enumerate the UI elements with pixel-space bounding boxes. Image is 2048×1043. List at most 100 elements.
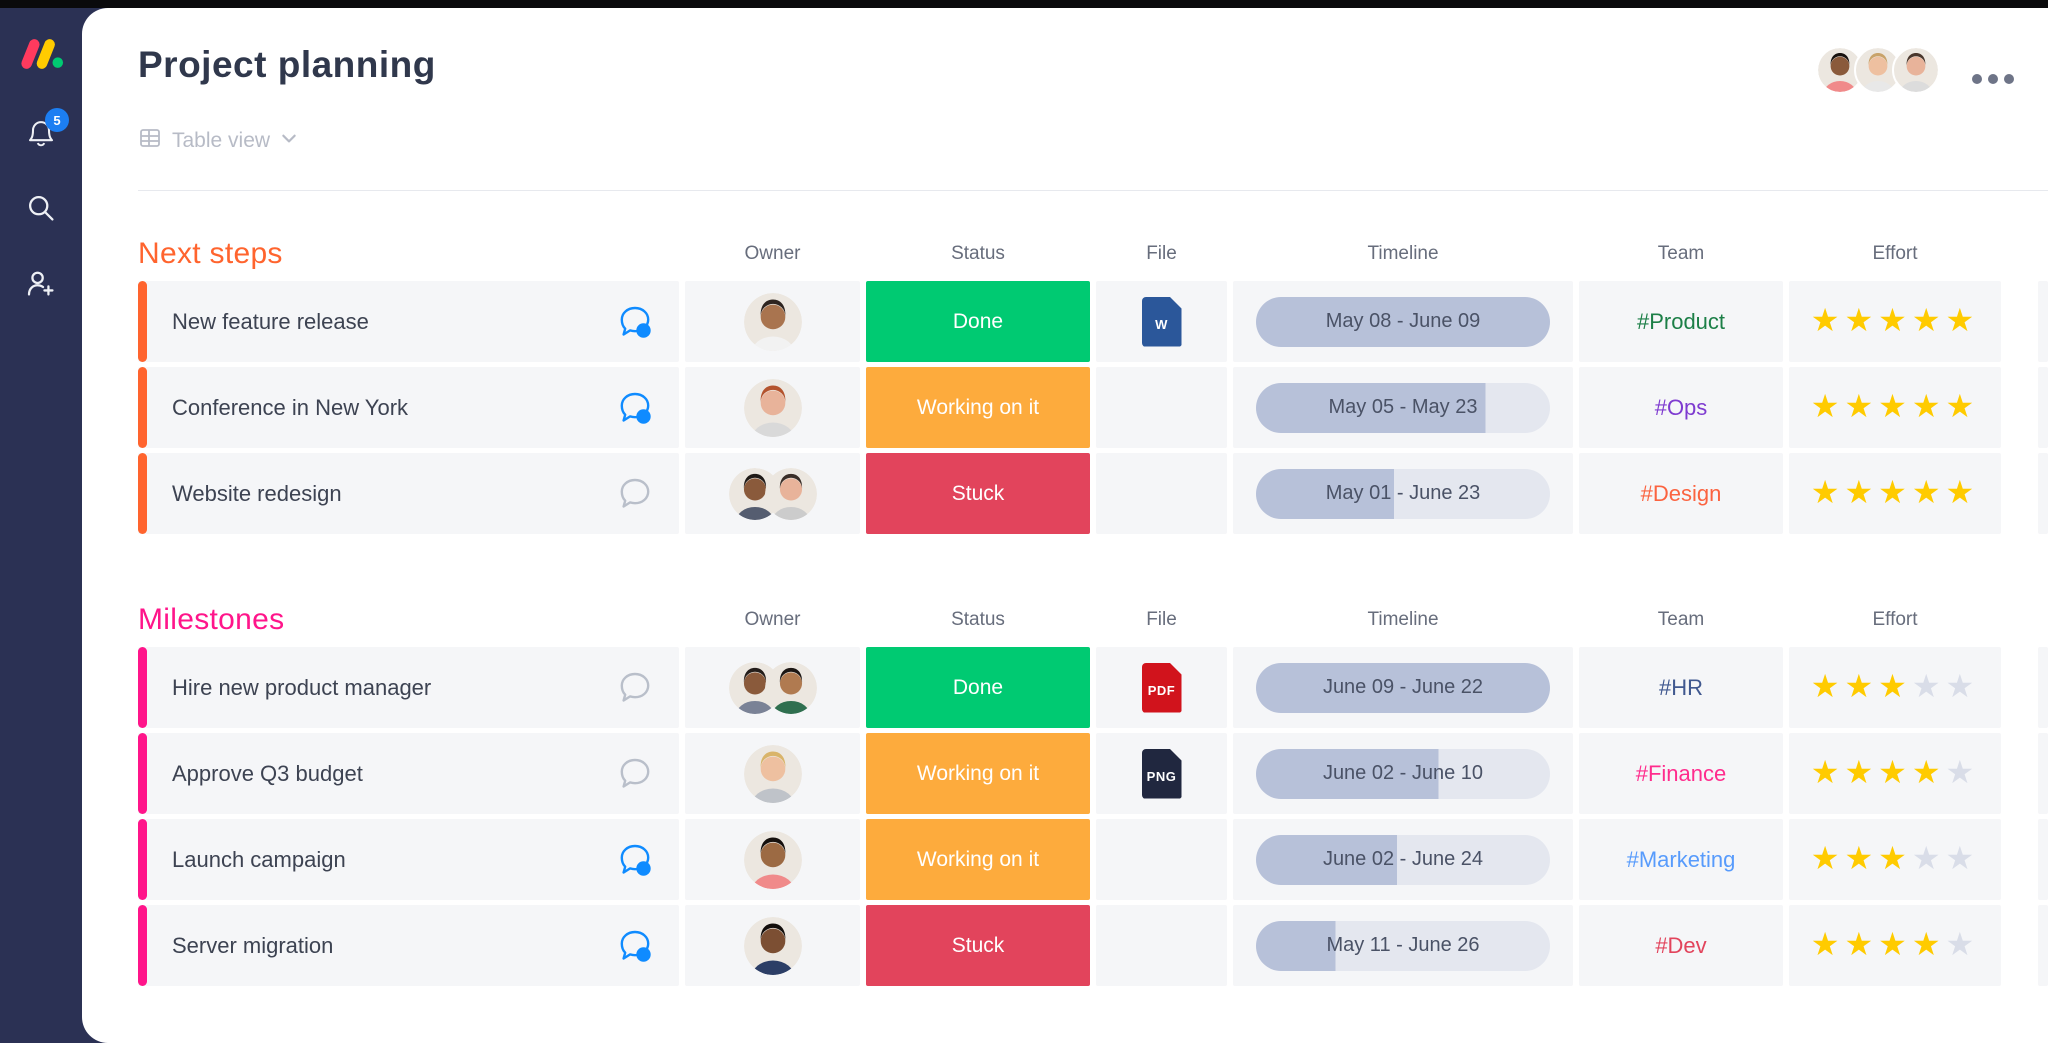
star-filled-icon[interactable]: ★ bbox=[1945, 301, 1980, 338]
file-png-icon[interactable]: PNG bbox=[1141, 748, 1182, 799]
timeline-cell[interactable]: May 05 - May 23 bbox=[1233, 367, 1573, 448]
owner-cell[interactable] bbox=[685, 453, 860, 534]
column-header-status[interactable]: Status bbox=[951, 609, 1005, 630]
column-header-file[interactable]: File bbox=[1146, 243, 1177, 264]
column-header-owner[interactable]: Owner bbox=[744, 243, 801, 264]
star-filled-icon[interactable]: ★ bbox=[1911, 473, 1946, 510]
effort-cell[interactable]: ★ ★ ★ ★ ★ bbox=[1789, 905, 2001, 986]
team-cell[interactable]: #HR bbox=[1579, 647, 1783, 728]
file-cell[interactable]: W bbox=[1096, 281, 1227, 362]
star-filled-icon[interactable]: ★ bbox=[1911, 753, 1946, 790]
avatar[interactable] bbox=[728, 467, 781, 520]
updates-icon-active[interactable] bbox=[617, 843, 653, 877]
star-filled-icon[interactable]: ★ bbox=[1844, 753, 1879, 790]
column-header-timeline[interactable]: Timeline bbox=[1367, 609, 1439, 630]
avatar[interactable] bbox=[764, 661, 817, 714]
updates-icon-active[interactable] bbox=[617, 305, 653, 339]
star-filled-icon[interactable]: ★ bbox=[1844, 925, 1879, 962]
column-header-file[interactable]: File bbox=[1146, 609, 1177, 630]
star-filled-icon[interactable]: ★ bbox=[1911, 301, 1946, 338]
group-title[interactable]: Next steps bbox=[138, 237, 283, 270]
status-cell[interactable]: Done bbox=[866, 281, 1090, 362]
task-name-cell[interactable]: Server migration bbox=[138, 905, 679, 986]
owner-cell[interactable] bbox=[685, 819, 860, 900]
notifications-bell-icon[interactable]: 5 bbox=[25, 108, 69, 154]
column-header-team[interactable]: Team bbox=[1657, 609, 1705, 630]
column-header-timeline[interactable]: Timeline bbox=[1367, 243, 1439, 264]
task-name-cell[interactable]: Website redesign bbox=[138, 453, 679, 534]
star-filled-icon[interactable]: ★ bbox=[1810, 839, 1845, 876]
status-cell[interactable]: Done bbox=[866, 647, 1090, 728]
monday-logo-icon[interactable] bbox=[18, 34, 64, 79]
effort-cell[interactable]: ★ ★ ★ ★ ★ bbox=[1789, 367, 2001, 448]
invite-user-icon[interactable] bbox=[25, 267, 57, 304]
updates-icon-active[interactable] bbox=[617, 391, 653, 425]
star-filled-icon[interactable]: ★ bbox=[1878, 301, 1912, 338]
avatar[interactable] bbox=[743, 292, 802, 351]
timeline-cell[interactable]: May 08 - June 09 bbox=[1233, 281, 1573, 362]
updates-icon[interactable] bbox=[617, 477, 653, 511]
status-cell[interactable]: Stuck bbox=[866, 905, 1090, 986]
more-options-button[interactable] bbox=[1972, 74, 2014, 84]
owner-cell[interactable] bbox=[685, 905, 860, 986]
star-filled-icon[interactable]: ★ bbox=[1810, 925, 1845, 962]
avatar[interactable] bbox=[743, 830, 802, 889]
avatar[interactable] bbox=[1892, 46, 1940, 94]
star-filled-icon[interactable]: ★ bbox=[1911, 925, 1946, 962]
effort-cell[interactable]: ★ ★ ★ ★ ★ bbox=[1789, 453, 2001, 534]
column-header-owner[interactable]: Owner bbox=[744, 609, 801, 630]
effort-cell[interactable]: ★ ★ ★ ★ ★ bbox=[1789, 819, 2001, 900]
owner-cell[interactable] bbox=[685, 367, 860, 448]
star-filled-icon[interactable]: ★ bbox=[1945, 387, 1980, 424]
avatar[interactable] bbox=[743, 744, 802, 803]
updates-icon[interactable] bbox=[617, 757, 653, 791]
column-header-effort[interactable]: Effort bbox=[1872, 609, 1918, 630]
column-header-team[interactable]: Team bbox=[1657, 243, 1705, 264]
owner-cell[interactable] bbox=[685, 647, 860, 728]
view-selector[interactable]: Table view bbox=[138, 126, 298, 156]
star-filled-icon[interactable]: ★ bbox=[1878, 753, 1912, 790]
effort-cell[interactable]: ★ ★ ★ ★ ★ bbox=[1789, 733, 2001, 814]
search-icon[interactable] bbox=[25, 192, 57, 229]
star-filled-icon[interactable]: ★ bbox=[1844, 473, 1879, 510]
team-cell[interactable]: #Finance bbox=[1579, 733, 1783, 814]
task-name-cell[interactable]: Conference in New York bbox=[138, 367, 679, 448]
status-cell[interactable]: Working on it bbox=[866, 819, 1090, 900]
task-name-cell[interactable]: Approve Q3 budget bbox=[138, 733, 679, 814]
status-cell[interactable]: Stuck bbox=[866, 453, 1090, 534]
timeline-cell[interactable]: May 01 - June 23 bbox=[1233, 453, 1573, 534]
owner-cell[interactable] bbox=[685, 733, 860, 814]
group-title[interactable]: Milestones bbox=[138, 603, 285, 636]
task-name-cell[interactable]: Hire new product manager bbox=[138, 647, 679, 728]
file-cell[interactable]: PNG bbox=[1096, 733, 1227, 814]
avatar[interactable] bbox=[728, 661, 781, 714]
star-empty-icon[interactable]: ★ bbox=[1945, 667, 1980, 704]
star-filled-icon[interactable]: ★ bbox=[1844, 667, 1879, 704]
updates-icon-active[interactable] bbox=[617, 929, 653, 963]
column-header-effort[interactable]: Effort bbox=[1872, 243, 1918, 264]
star-filled-icon[interactable]: ★ bbox=[1911, 387, 1946, 424]
task-name-cell[interactable]: New feature release bbox=[138, 281, 679, 362]
star-filled-icon[interactable]: ★ bbox=[1810, 667, 1845, 704]
avatar[interactable] bbox=[743, 378, 802, 437]
task-name-cell[interactable]: Launch campaign bbox=[138, 819, 679, 900]
team-cell[interactable]: #Design bbox=[1579, 453, 1783, 534]
team-cell[interactable]: #Dev bbox=[1579, 905, 1783, 986]
updates-icon[interactable] bbox=[617, 671, 653, 705]
team-cell[interactable]: #Product bbox=[1579, 281, 1783, 362]
owner-cell[interactable] bbox=[685, 281, 860, 362]
avatar[interactable] bbox=[1816, 46, 1864, 94]
star-empty-icon[interactable]: ★ bbox=[1911, 839, 1946, 876]
timeline-cell[interactable]: June 02 - June 24 bbox=[1233, 819, 1573, 900]
star-filled-icon[interactable]: ★ bbox=[1810, 387, 1845, 424]
file-w-icon[interactable]: W bbox=[1141, 296, 1182, 347]
star-filled-icon[interactable]: ★ bbox=[1844, 387, 1879, 424]
star-empty-icon[interactable]: ★ bbox=[1911, 667, 1946, 704]
file-cell[interactable] bbox=[1096, 453, 1227, 534]
star-empty-icon[interactable]: ★ bbox=[1945, 925, 1980, 962]
star-filled-icon[interactable]: ★ bbox=[1878, 839, 1912, 876]
star-filled-icon[interactable]: ★ bbox=[1844, 839, 1879, 876]
star-filled-icon[interactable]: ★ bbox=[1810, 473, 1845, 510]
status-cell[interactable]: Working on it bbox=[866, 733, 1090, 814]
timeline-cell[interactable]: May 11 - June 26 bbox=[1233, 905, 1573, 986]
